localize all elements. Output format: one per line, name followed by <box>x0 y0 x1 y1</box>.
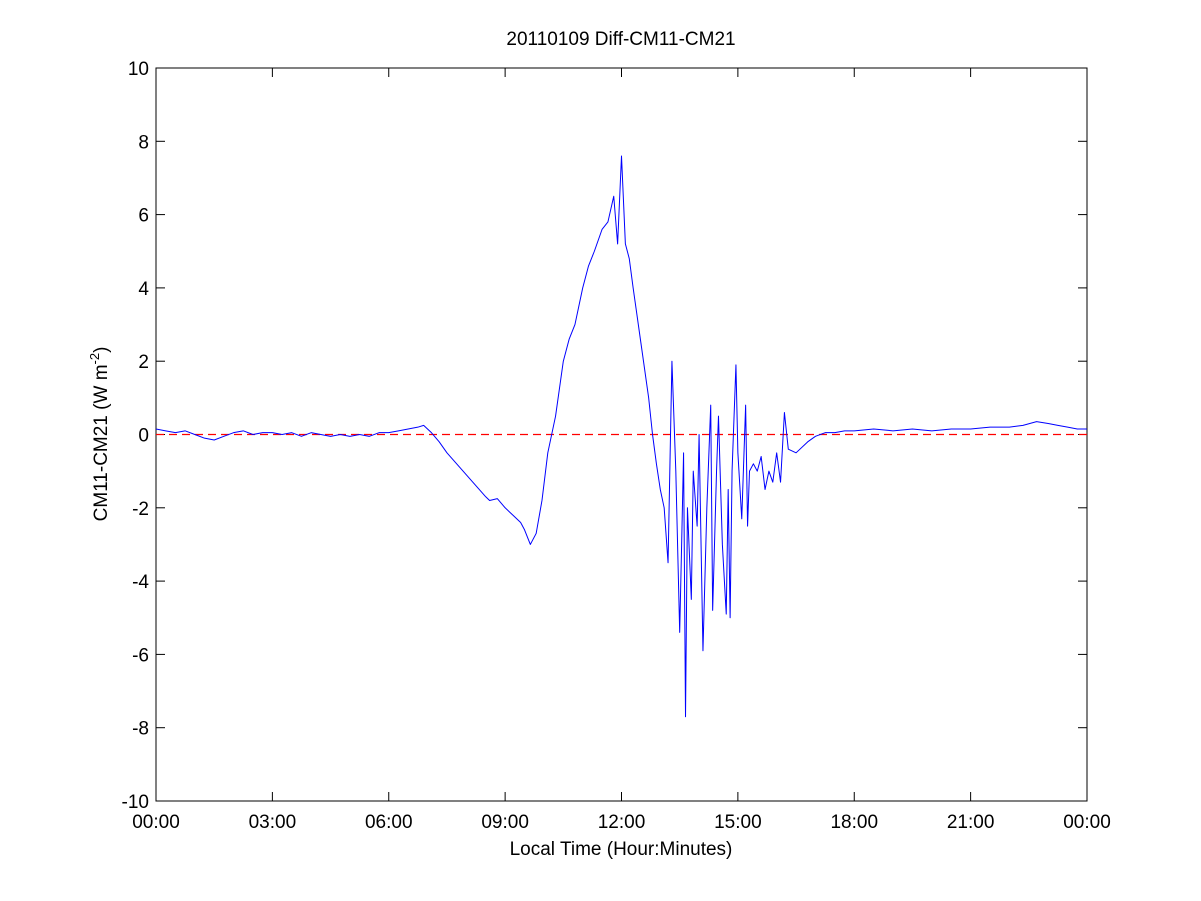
y-tick-label: -4 <box>132 572 149 593</box>
x-tick-label: 03:00 <box>249 812 297 833</box>
y-tick-label: 8 <box>138 132 149 153</box>
y-tick-label: 10 <box>128 59 149 80</box>
y-axis-label-text: CM11-CM21 (W m <box>91 364 112 521</box>
y-axis-label: CM11-CM21 (W m-2) <box>87 347 112 522</box>
x-tick-label: 00:00 <box>1063 812 1111 833</box>
x-tick-label: 12:00 <box>598 812 646 833</box>
y-tick-label: -6 <box>132 645 149 666</box>
chart-title: 20110109 Diff-CM11-CM21 <box>506 29 735 50</box>
plot-area <box>155 67 1088 802</box>
y-axis-label-exponent: -2 <box>87 353 102 365</box>
y-tick-label: 4 <box>138 279 149 300</box>
x-tick-label: 09:00 <box>481 812 529 833</box>
x-tick-label: 06:00 <box>365 812 413 833</box>
y-tick-label: 6 <box>138 206 149 227</box>
y-tick-label: -2 <box>132 499 149 520</box>
x-tick-label: 00:00 <box>132 812 180 833</box>
data-line <box>155 155 1087 718</box>
y-axis-label-end: ) <box>91 347 112 353</box>
y-tick-label: -8 <box>132 719 149 740</box>
x-axis-label: Local Time (Hour:Minutes) <box>510 839 733 860</box>
x-tick-label: 18:00 <box>830 812 878 833</box>
y-tick-label: -10 <box>122 792 149 813</box>
x-tick-label: 15:00 <box>714 812 762 833</box>
y-tick-label: 2 <box>138 352 149 373</box>
x-tick-label: 21:00 <box>947 812 995 833</box>
y-tick-label: 0 <box>138 426 149 447</box>
